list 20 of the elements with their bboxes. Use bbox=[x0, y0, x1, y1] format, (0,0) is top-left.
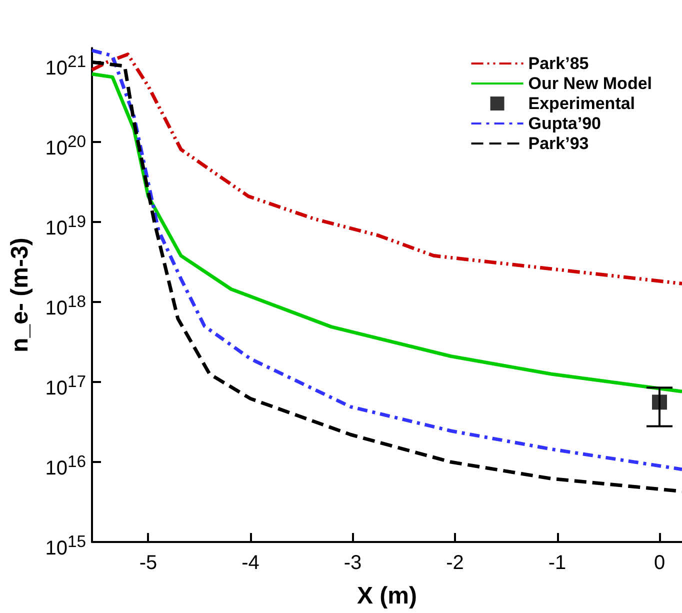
x-tick-label: 0 bbox=[652, 552, 666, 575]
x-tick-label: -4 bbox=[240, 552, 260, 575]
legend-label: Experimental bbox=[528, 94, 636, 113]
legend-label: Park’85 bbox=[528, 54, 589, 73]
y-tick-label: 10$^{16}$ bbox=[45, 451, 86, 480]
legend-label: Gupta’90 bbox=[528, 114, 602, 133]
y-tick-label: 10$^{21}$ bbox=[45, 51, 86, 80]
legend-label: Park’93 bbox=[528, 134, 589, 153]
y-tick-label: 10$^{19}$ bbox=[45, 211, 86, 240]
y-tick-label: 10$^{18}$ bbox=[45, 291, 86, 320]
y-tick-label: 10$^{15}$ bbox=[45, 531, 86, 560]
x-tick-label: -5 bbox=[138, 552, 158, 575]
y-axis-title: n_e- (m-3) bbox=[6, 238, 34, 352]
legend-label: Our New Model bbox=[528, 74, 652, 93]
y-tick-label: 10$^{20}$ bbox=[45, 131, 86, 160]
x-tick-label: -2 bbox=[445, 552, 465, 575]
x-axis-title: X (m) bbox=[357, 582, 417, 610]
x-tick-label: -1 bbox=[547, 552, 568, 575]
y-tick-label: 10$^{17}$ bbox=[45, 371, 86, 400]
x-tick-label: -3 bbox=[342, 552, 363, 575]
